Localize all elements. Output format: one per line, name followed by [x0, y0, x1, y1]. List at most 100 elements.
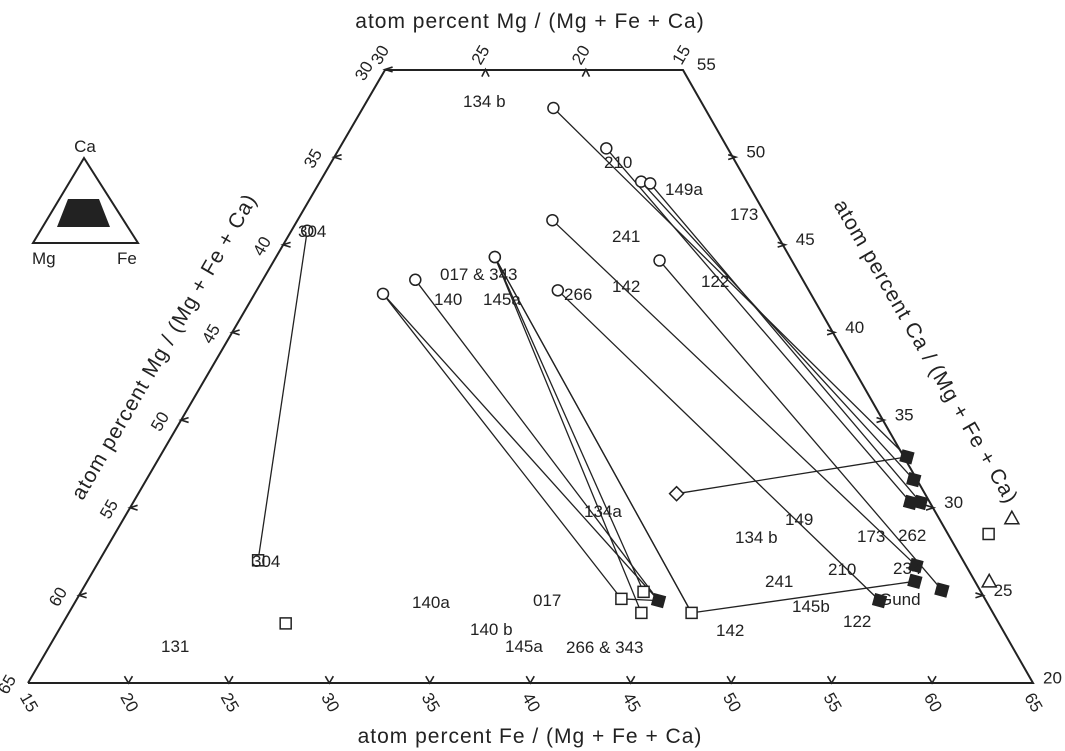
bottom-axis-title: atom percent Fe / (Mg + Fe + Ca): [358, 725, 703, 748]
inset-outline: [31, 156, 140, 244]
label-234-square: 234: [893, 559, 921, 578]
point-labels: 134 b 210 149a 173 241 122 304 017 & 343…: [161, 92, 926, 657]
left-tick-label: 60: [45, 584, 71, 610]
point-266-open-circle: [488, 250, 502, 264]
top-tick-label: 20: [568, 42, 594, 68]
tie-line: [494, 256, 645, 593]
top-axis-title: atom percent Mg / (Mg + Fe + Ca): [355, 10, 704, 33]
data-markers: [251, 101, 1021, 630]
bottom-tick-label: 30: [317, 690, 343, 716]
left-axis-title: atom percent Mg / (Mg + Fe + Ca): [67, 190, 262, 504]
label-149a-circle: 149a: [665, 180, 703, 199]
left-tick: [229, 329, 240, 336]
left-tick: [178, 416, 189, 424]
label-262-triangle: 262: [898, 526, 926, 545]
point-173-filled-square: [912, 494, 929, 511]
tie-line: [649, 182, 922, 503]
left-tick: [382, 66, 393, 73]
top-tick-label: 30: [367, 42, 393, 68]
label-140b-filled: 140 b: [470, 620, 513, 639]
bottom-tick: [425, 675, 435, 685]
point-131-open-square: [279, 617, 292, 630]
left-tick: [76, 592, 87, 599]
right-tick: [826, 329, 838, 336]
tie-line: [659, 260, 943, 591]
bottom-tick-label: 20: [116, 690, 142, 716]
inset-triangle: Ca Mg Fe: [31, 137, 140, 268]
label-134b-filled: 134 b: [735, 528, 778, 547]
bottom-tick-label: 65: [1020, 690, 1046, 716]
top-tick-label: 25: [468, 42, 494, 68]
point-140-open-circle: [376, 287, 390, 301]
tie-lines: [257, 107, 943, 614]
point-145a-open-circle: [409, 273, 422, 287]
left-tick-label: 55: [96, 496, 122, 522]
label-145a-circle: 145a: [483, 290, 521, 309]
tie-line: [691, 580, 915, 614]
label-266-343-square: 266 & 343: [566, 638, 644, 657]
bottom-tick: [927, 675, 937, 685]
point-149-filled-square: [906, 471, 922, 488]
left-tick-label: 40: [249, 233, 275, 259]
bottom-tick: [525, 675, 535, 685]
label-134a-diamond: 134a: [584, 502, 622, 521]
right-tick: [925, 504, 937, 511]
bottom-tick-label: 55: [820, 690, 846, 716]
tie-line: [605, 147, 912, 503]
point-140-b-filled-square: [650, 592, 667, 609]
top-tick: [481, 67, 490, 78]
tie-line: [552, 107, 908, 458]
label-173-circle: 173: [730, 205, 758, 224]
inset-shaded-region: [57, 199, 110, 227]
point-134-b-open-circle: [547, 101, 560, 115]
top-axis-ticks: 30 25 20 15: [367, 42, 695, 78]
bottom-tick: [224, 675, 234, 685]
label-017-square: 017: [533, 591, 561, 610]
label-017-343-circle: 017 & 343: [440, 265, 518, 284]
label-149-filled: 149: [785, 510, 813, 529]
label-gund-triangle: Gund: [879, 590, 921, 609]
point-210-open-circle: [600, 142, 613, 155]
bottom-tick-label: 45: [619, 690, 645, 716]
bottom-tick-label: 50: [719, 690, 745, 716]
right-tick-label: 35: [895, 406, 914, 425]
label-241-filled: 241: [765, 572, 793, 591]
label-142-filled: 142: [716, 621, 744, 640]
right-tick: [876, 416, 887, 424]
left-tick: [331, 153, 342, 161]
point-017-open-square: [637, 585, 650, 599]
label-142-circle: 142: [612, 277, 640, 296]
point-142-filled-square: [871, 592, 888, 609]
point-266-343-open-square: [685, 606, 698, 620]
right-tick-label: 45: [796, 230, 815, 249]
tie-line: [557, 289, 880, 602]
top-tick-label: 15: [669, 42, 695, 68]
bottom-tick: [626, 675, 636, 685]
label-210-circle: 210: [604, 153, 632, 172]
right-tick: [727, 153, 739, 161]
point-262-open-triangle: [1003, 509, 1021, 525]
point-134-b-filled-square: [899, 449, 915, 465]
tie-line: [676, 456, 908, 495]
point-241-filled-square: [908, 557, 924, 574]
label-131-square: 131: [161, 637, 189, 656]
point-304-open-circle: [300, 224, 314, 237]
right-tick-label: 20: [1043, 668, 1062, 687]
tie-line: [494, 256, 642, 614]
right-axis-ticks: 55 50 45 40 35 30 25 20: [697, 55, 1062, 688]
bottom-tick: [826, 675, 837, 685]
point-241-open-circle: [546, 213, 559, 227]
left-tick-label: 65: [0, 672, 20, 698]
left-tick-label: 50: [147, 409, 173, 435]
bottom-tick-label: 25: [217, 690, 243, 716]
tie-line: [382, 293, 622, 600]
bottom-tick-label: 60: [920, 690, 946, 716]
point-145a-open-square: [635, 606, 648, 620]
point-145b-filled-square: [907, 573, 923, 589]
label-304-square: 304: [252, 552, 280, 571]
label-140a-square: 140a: [412, 593, 450, 612]
right-axis-title: atom percent Ca / (Mg + Fe + Ca): [829, 196, 1022, 508]
tie-line: [257, 230, 308, 561]
point-142-open-circle: [551, 284, 565, 297]
right-tick-label: 25: [994, 581, 1013, 600]
